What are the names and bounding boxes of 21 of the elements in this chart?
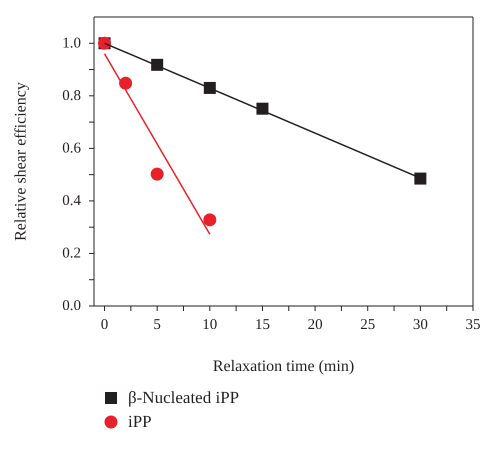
x-tick-label: 10 xyxy=(202,317,218,333)
y-tick-label: 0.6 xyxy=(62,140,82,156)
y-tick-label: 0.0 xyxy=(62,298,81,314)
point xyxy=(203,213,216,226)
x-tick-label: 30 xyxy=(412,317,428,333)
legend-label: iPP xyxy=(128,411,152,433)
y-axis-title: Relative shear efficiency xyxy=(12,82,30,241)
y-tick-label: 0.4 xyxy=(62,192,82,209)
x-tick-label: 35 xyxy=(466,317,480,333)
x-tick-label: 5 xyxy=(153,317,161,333)
point xyxy=(150,168,164,181)
x-tick-label: 25 xyxy=(360,317,376,333)
x-axis-title: Relaxation time (min) xyxy=(212,358,354,375)
x-tick-label: 20 xyxy=(308,317,323,333)
legend-label: β-Nucleated iPP xyxy=(128,387,240,409)
y-tick-label: 1.0 xyxy=(62,35,81,52)
y-tick-label: 0.2 xyxy=(62,245,81,262)
x-tick-label: 0 xyxy=(100,317,108,333)
y-tick-label: 0.8 xyxy=(62,88,81,104)
point xyxy=(414,172,426,185)
x-tick-label: 15 xyxy=(254,317,270,333)
